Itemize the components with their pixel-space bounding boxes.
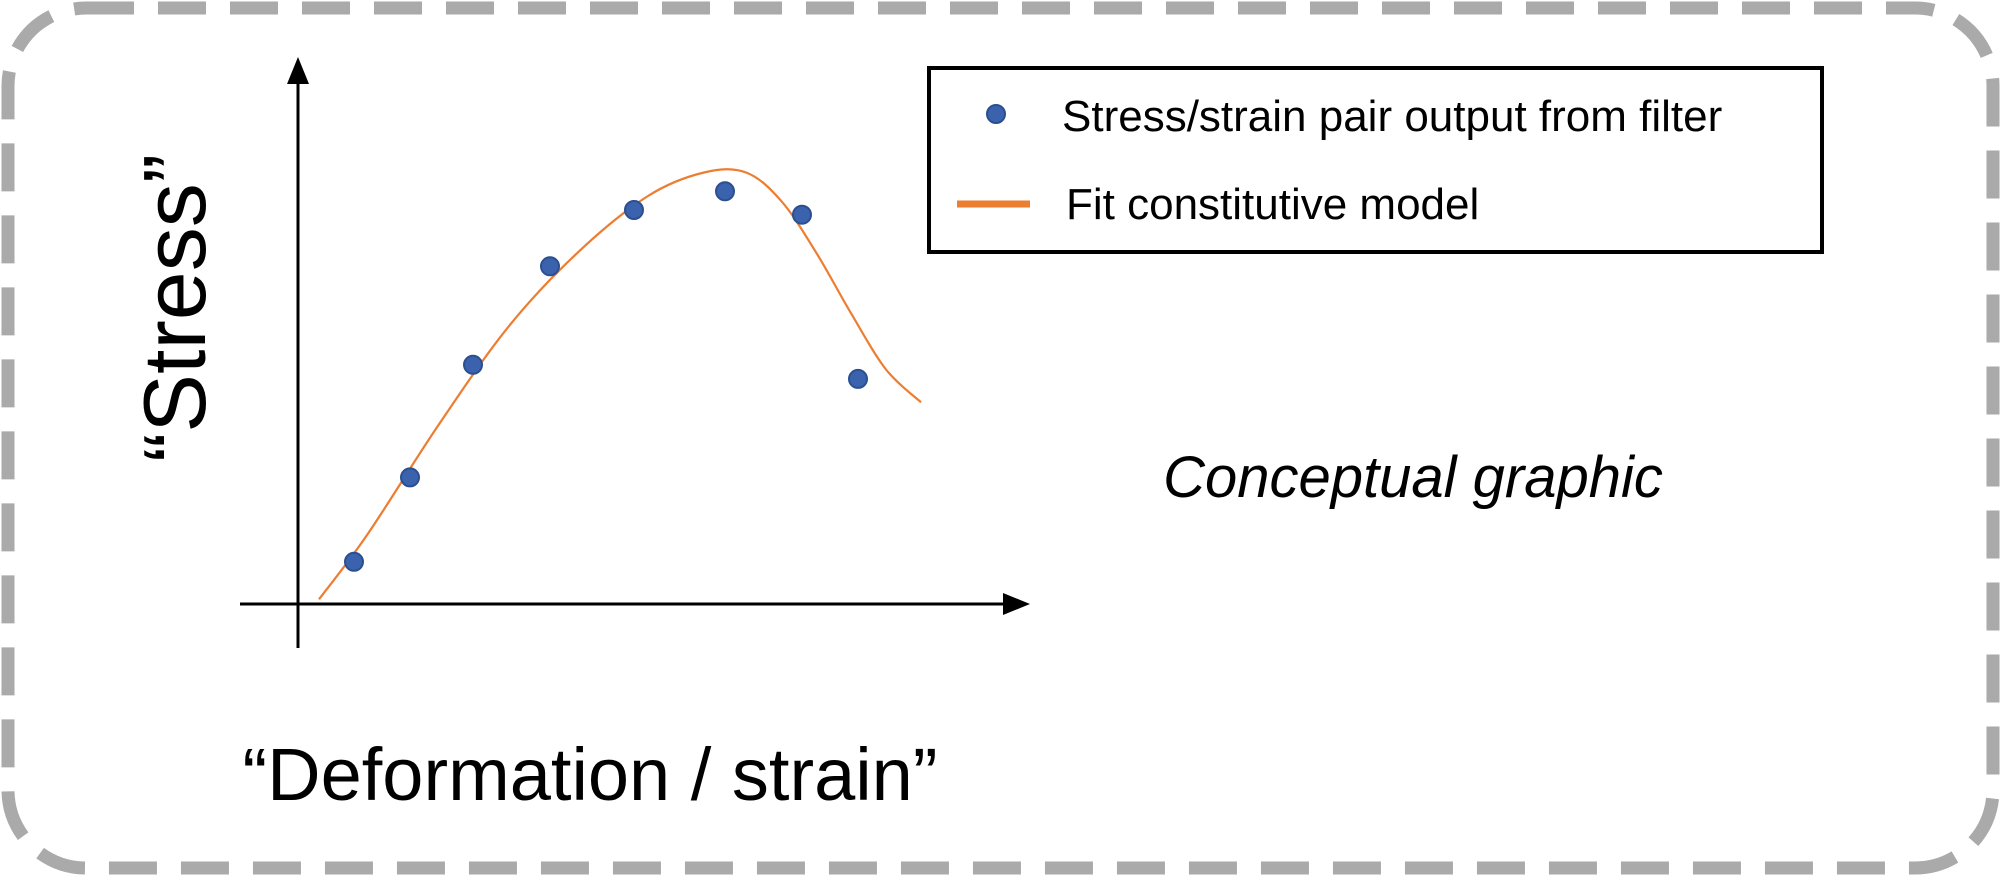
x-axis-label: “Deformation / strain” [243, 733, 938, 816]
axes [240, 57, 1030, 648]
data-point [715, 181, 735, 202]
data-point [463, 354, 483, 375]
data-point [400, 467, 420, 488]
chart-annotation: Conceptual graphic [1163, 445, 1663, 510]
x-axis-arrow-icon [1003, 593, 1030, 615]
legend-entry-line: Fit constitutive model [1066, 180, 1479, 229]
legend-box [927, 66, 1824, 254]
legend-entry-points: Stress/strain pair output from filter [1062, 92, 1722, 141]
data-point [344, 551, 364, 572]
data-point [540, 256, 560, 277]
fit-model-line [318, 168, 922, 600]
y-axis-label: “Stress” [125, 154, 224, 462]
y-axis-arrow-icon [287, 57, 309, 84]
data-point [848, 368, 868, 389]
legend: Stress/strain pair output from filter Fi… [927, 66, 1824, 254]
data-point [624, 200, 644, 220]
data-point [792, 204, 812, 225]
legend-point-marker [986, 104, 1006, 124]
chart-marks [318, 168, 922, 600]
